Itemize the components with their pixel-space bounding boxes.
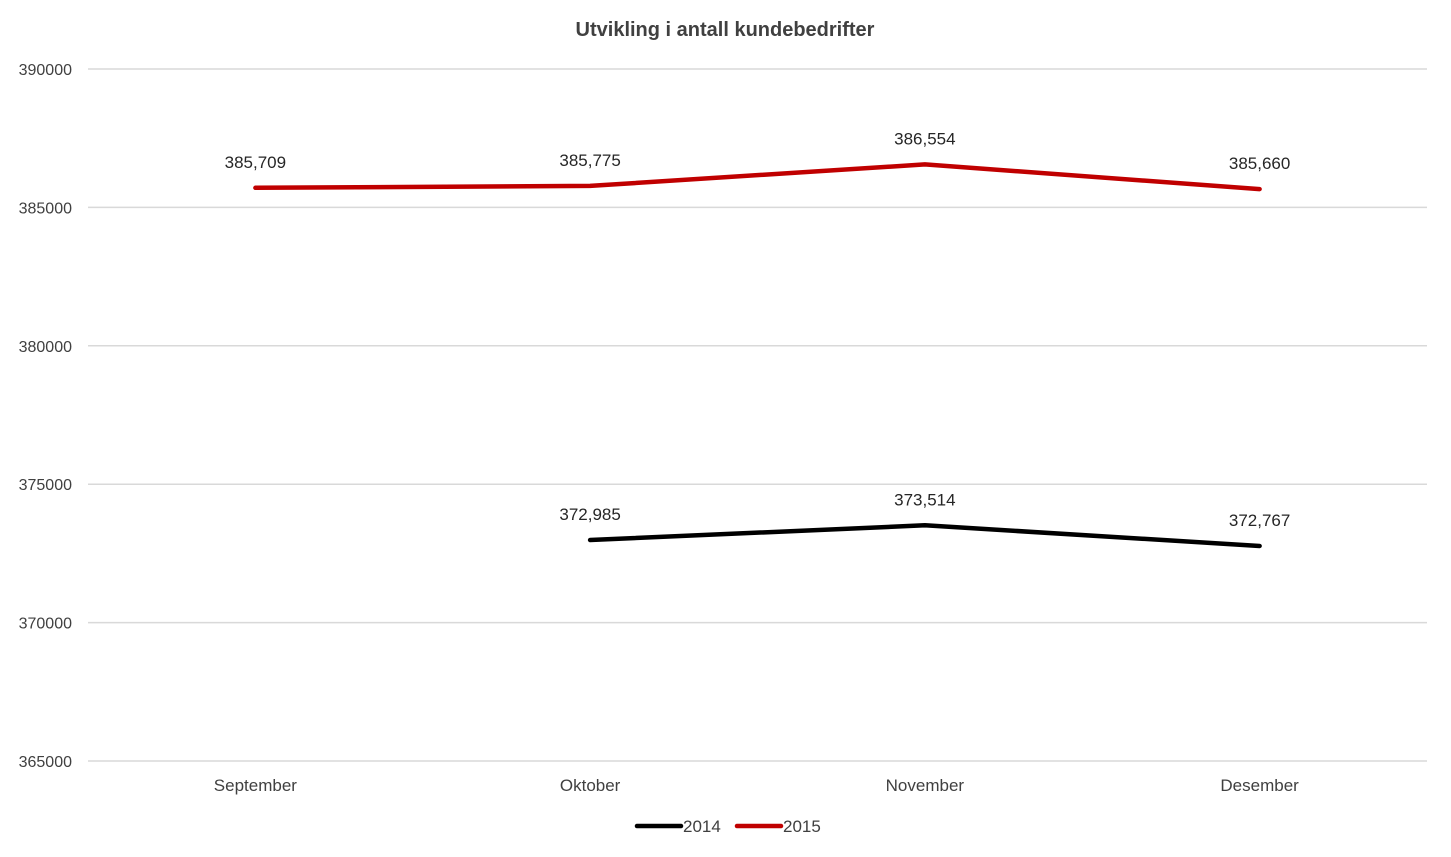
y-tick-label: 365000: [19, 754, 72, 771]
data-label: 372,767: [1229, 511, 1290, 530]
y-tick-label: 380000: [19, 339, 72, 356]
x-axis-ticks: September Oktober November Desember: [214, 776, 1299, 795]
y-axis-ticks: 365000 370000 375000 380000 385000 390000: [19, 62, 72, 771]
x-tick-label: Oktober: [560, 776, 621, 795]
x-tick-label: September: [214, 776, 297, 795]
x-tick-label: Desember: [1220, 776, 1299, 795]
gridlines: [88, 68, 1427, 762]
data-label: 385,775: [559, 151, 620, 170]
data-label: 373,514: [894, 490, 955, 509]
data-labels: 372,985 373,514 372,767 385,709 385,775 386,5…: [225, 129, 1291, 530]
series-line-2014: [587, 523, 1262, 549]
data-label: 385,660: [1229, 154, 1290, 173]
data-label: 385,709: [225, 153, 286, 172]
series-lines: [253, 162, 1262, 549]
y-tick-label: 375000: [19, 477, 72, 494]
legend: 2014 2015: [634, 817, 821, 836]
series-line-2015: [253, 162, 1262, 192]
data-label: 386,554: [894, 129, 955, 148]
y-tick-label: 390000: [19, 62, 72, 79]
y-tick-label: 370000: [19, 616, 72, 633]
x-tick-label: November: [886, 776, 965, 795]
legend-label: 2015: [783, 817, 821, 836]
data-label: 372,985: [559, 505, 620, 524]
y-tick-label: 385000: [19, 200, 72, 217]
chart-title: Utvikling i antall kundebedrifter: [576, 19, 875, 41]
legend-label: 2014: [683, 817, 721, 836]
